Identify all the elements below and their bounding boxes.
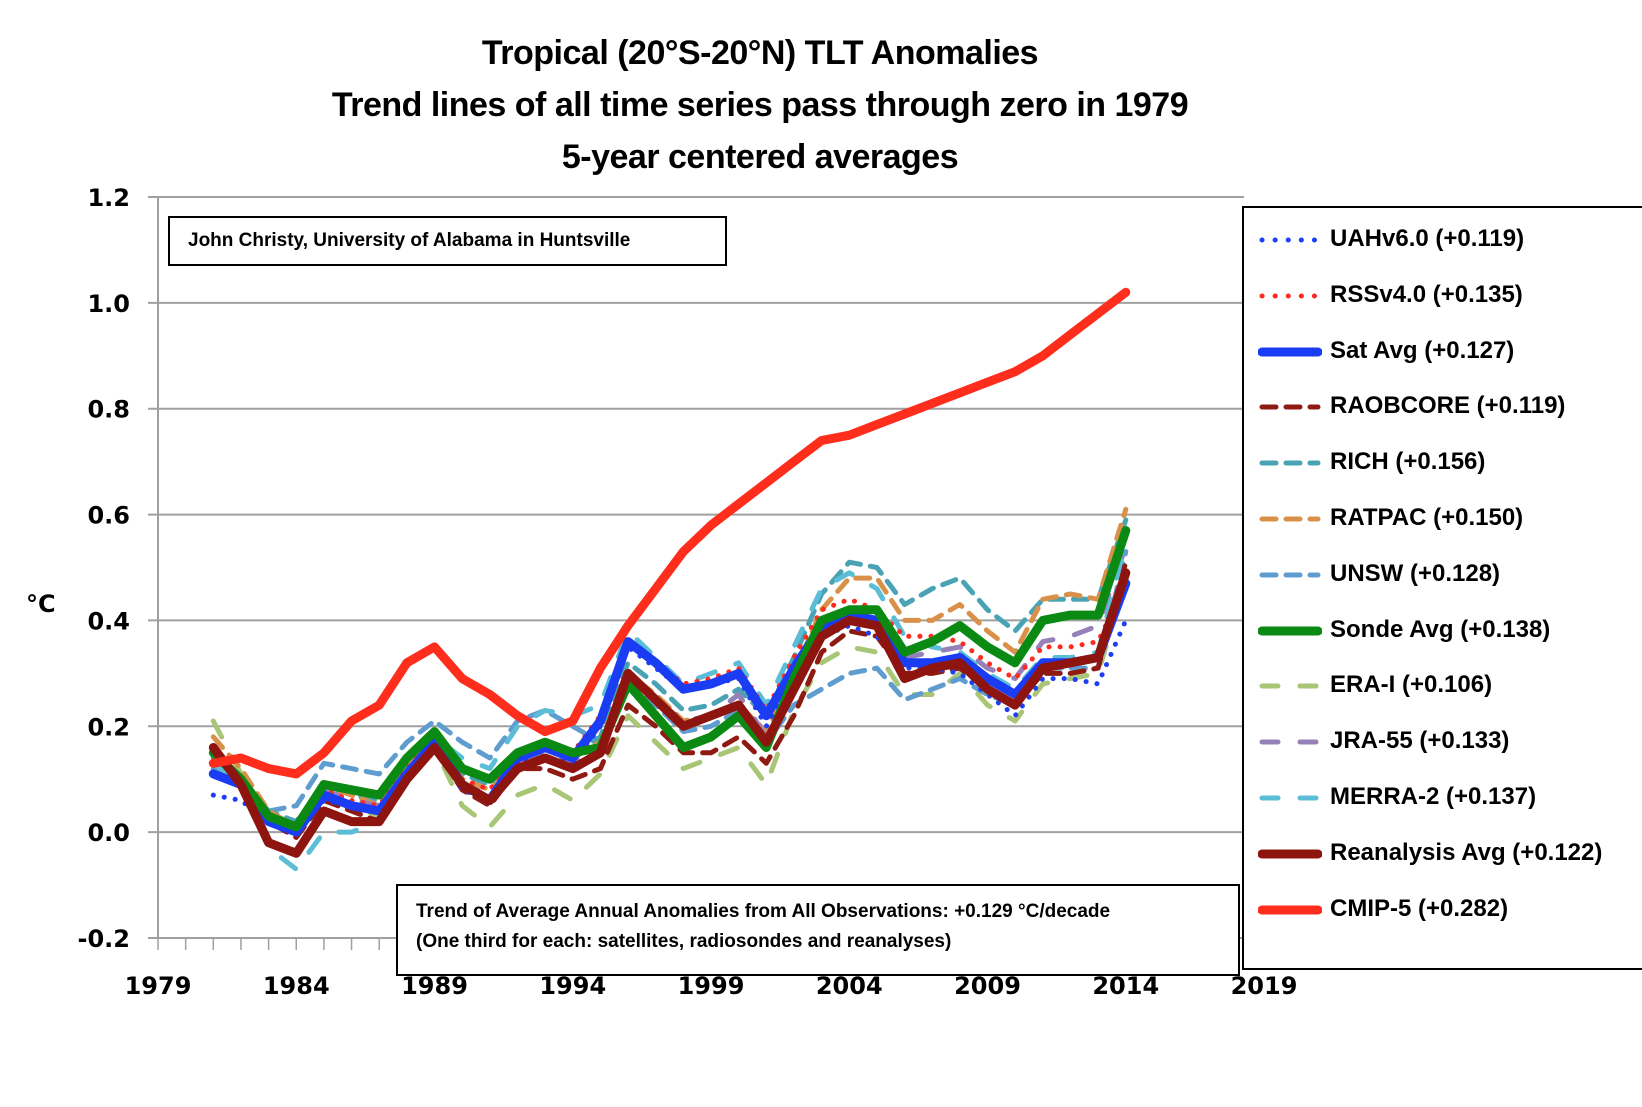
series-lines	[208, 287, 1131, 872]
x-tick-label: 1989	[401, 972, 468, 1000]
legend-label: MERRA-2 (+0.137)	[1330, 783, 1537, 810]
legend-label: RICH (+0.156)	[1330, 448, 1486, 476]
y-tick-label: 0.4	[87, 607, 130, 635]
legend-swatch	[1259, 572, 1321, 578]
legend-item: RATPAC (+0.150)	[1244, 499, 1642, 539]
series-line-reanalysis-avg	[208, 568, 1131, 858]
legend-swatch	[1259, 237, 1321, 243]
legend-label: Reanalysis Avg (+0.122)	[1330, 838, 1603, 866]
legend-label: Sat Avg (+0.127)	[1330, 336, 1515, 364]
chart-title: Tropical (20°S-20°N) TLT Anomalies	[481, 34, 1039, 72]
y-tick-label: -0.2	[78, 925, 130, 953]
legend-item: UAHv6.0 (+0.119)	[1244, 220, 1642, 260]
legend-swatch	[1258, 849, 1322, 859]
legend-label: Sonde Avg (+0.138)	[1330, 615, 1551, 643]
chart-subtitle-1: Trend lines of all time series pass thro…	[331, 86, 1189, 124]
legend-label: UAHv6.0 (+0.119)	[1330, 225, 1525, 252]
author-annotation: John Christy, University of Alabama in H…	[168, 216, 727, 266]
x-tick-labels: 1979 1984 1989 1994 1999 2004 2009 2014 2019	[125, 972, 1298, 1000]
legend-item: MERRA-2 (+0.137)	[1244, 778, 1642, 818]
y-axis-label: °C	[26, 590, 56, 618]
trend-text-line-2: (One third for each: satellites, radioso…	[416, 931, 952, 952]
legend-swatch	[1259, 739, 1321, 745]
legend-item: RSSv4.0 (+0.135)	[1244, 276, 1642, 316]
x-tick-label: 2019	[1231, 972, 1298, 1000]
legend-swatch	[1259, 404, 1321, 410]
legend-label: UNSW (+0.128)	[1330, 559, 1501, 587]
y-tick-label: 1.2	[87, 184, 130, 212]
legend-swatch	[1259, 516, 1321, 522]
series-line-sat-avg	[208, 578, 1131, 837]
legend-label: RSSv4.0 (+0.135)	[1330, 280, 1523, 308]
legend-swatch	[1259, 795, 1321, 801]
y-tick-labels: -0.2 0.0 0.2 0.4 0.6 0.8 1.0 1.2	[78, 184, 130, 953]
legend-swatch	[1258, 905, 1322, 915]
legend-swatch	[1258, 347, 1322, 357]
x-tick-label: 2014	[1092, 972, 1159, 1000]
legend-item: ERA-I (+0.106)	[1244, 666, 1642, 706]
y-tick-label: 0.8	[87, 396, 130, 424]
legend-item: CMIP-5 (+0.282)	[1244, 890, 1642, 930]
legend-label: JRA-55 (+0.133)	[1330, 727, 1510, 755]
legend-item: Reanalysis Avg (+0.122)	[1244, 834, 1642, 874]
y-tick-label: 0.0	[87, 819, 130, 847]
x-tick-label: 2004	[816, 972, 883, 1000]
legend-label: RATPAC (+0.150)	[1330, 504, 1524, 531]
legend-label: ERA-I (+0.106)	[1330, 671, 1493, 699]
legend-swatch	[1259, 683, 1321, 689]
y-tick-label: 0.6	[87, 502, 130, 530]
x-tick-label: 1994	[539, 972, 606, 1000]
x-tick-label: 1984	[263, 972, 330, 1000]
series-line-sonde-avg	[208, 526, 1131, 832]
legend: UAHv6.0 (+0.119) RSSv4.0 (+0.135) Sat Avg …	[1242, 206, 1642, 970]
legend-swatch	[1259, 293, 1321, 299]
y-tick-label: 0.2	[87, 713, 130, 741]
legend-label: RAOBCORE (+0.119)	[1330, 392, 1566, 420]
x-tick-label: 1979	[125, 972, 192, 1000]
legend-item: JRA-55 (+0.133)	[1244, 722, 1642, 762]
legend-item: RICH (+0.156)	[1244, 443, 1642, 483]
legend-item: Sat Avg (+0.127)	[1244, 332, 1642, 372]
legend-item: UNSW (+0.128)	[1244, 555, 1642, 595]
legend-item: Sonde Avg (+0.138)	[1244, 611, 1642, 651]
legend-item: RAOBCORE (+0.119)	[1244, 387, 1642, 427]
series-line-cmip-5	[208, 287, 1131, 779]
chart-subtitle-2: 5-year centered averages	[561, 138, 959, 176]
legend-label: CMIP-5 (+0.282)	[1330, 894, 1509, 922]
x-tick-label: 2009	[954, 972, 1021, 1000]
y-tick-label: 1.0	[87, 290, 130, 318]
legend-swatch	[1259, 460, 1321, 466]
trend-text-line-1: Trend of Average Annual Anomalies from A…	[416, 901, 1111, 922]
legend-swatch	[1258, 626, 1322, 636]
x-tick-label: 1999	[678, 972, 745, 1000]
author-text: John Christy, University of Alabama in H…	[188, 230, 631, 251]
trend-annotation: Trend of Average Annual Anomalies from A…	[396, 884, 1240, 976]
